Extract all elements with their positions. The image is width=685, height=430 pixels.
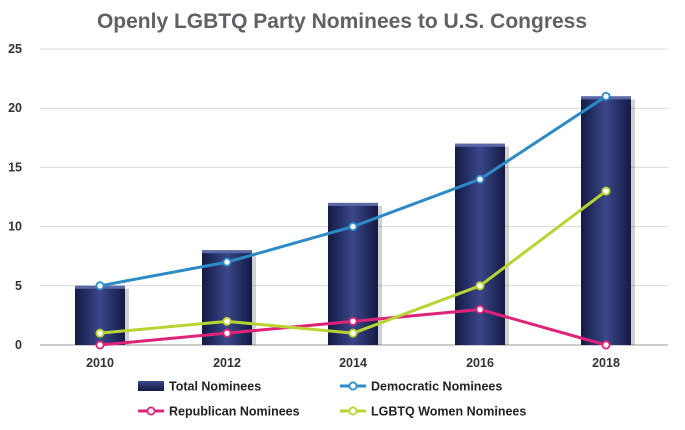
point-lgbtq-women-nominees: [348, 328, 358, 338]
bar-top-highlight: [328, 202, 378, 206]
legend-marker-republican-nominees: [146, 406, 156, 416]
bar-top-highlight: [202, 250, 252, 254]
line-series: [95, 91, 611, 350]
x-tick-label: 2014: [339, 356, 367, 370]
y-tick-label: 25: [8, 42, 22, 56]
x-tick-label: 2012: [213, 356, 241, 370]
x-tick-label: 2010: [86, 356, 114, 370]
x-tick-label: 2018: [592, 356, 620, 370]
y-tick-label: 0: [15, 338, 22, 352]
point-democratic-nominees: [348, 222, 358, 232]
legend-label-republican-nominees: Republican Nominees: [169, 405, 300, 419]
y-tick-label: 15: [8, 160, 22, 174]
legend-label-lgbtq-women-nominees: LGBTQ Women Nominees: [371, 405, 526, 419]
x-tick-label: 2016: [466, 356, 494, 370]
point-lgbtq-women-nominees: [95, 328, 105, 338]
legend-marker-lgbtq-women-nominees: [348, 406, 358, 416]
legend: Total Nominees Democratic Nominees Republi…: [138, 380, 526, 419]
x-axis-ticks: 2010 2012 2014 2016 2018: [86, 356, 620, 370]
point-democratic-nominees: [601, 91, 611, 101]
point-republican-nominees: [601, 340, 611, 350]
point-republican-nominees: [475, 304, 485, 314]
point-republican-nominees: [222, 328, 232, 338]
chart-title: Openly LGBTQ Party Nominees to U.S. Cong…: [97, 10, 587, 33]
bar-top-highlight: [455, 143, 505, 147]
point-republican-nominees: [95, 340, 105, 350]
legend-marker-democratic-nominees: [348, 381, 358, 391]
bar-total-nominees: [581, 96, 631, 345]
legend-swatch-total-nominees: [138, 381, 164, 391]
point-democratic-nominees: [475, 174, 485, 184]
y-tick-label: 20: [8, 101, 22, 115]
y-tick-label: 5: [15, 279, 22, 293]
point-democratic-nominees: [95, 281, 105, 291]
y-tick-label: 10: [8, 220, 22, 234]
y-axis-ticks: 0 5 10 15 20 25: [8, 42, 22, 352]
legend-label-total-nominees: Total Nominees: [169, 380, 261, 394]
point-lgbtq-women-nominees: [601, 186, 611, 196]
point-lgbtq-women-nominees: [475, 281, 485, 291]
point-lgbtq-women-nominees: [222, 316, 232, 326]
legend-label-democratic-nominees: Democratic Nominees: [371, 380, 502, 394]
point-republican-nominees: [348, 316, 358, 326]
point-democratic-nominees: [222, 257, 232, 267]
